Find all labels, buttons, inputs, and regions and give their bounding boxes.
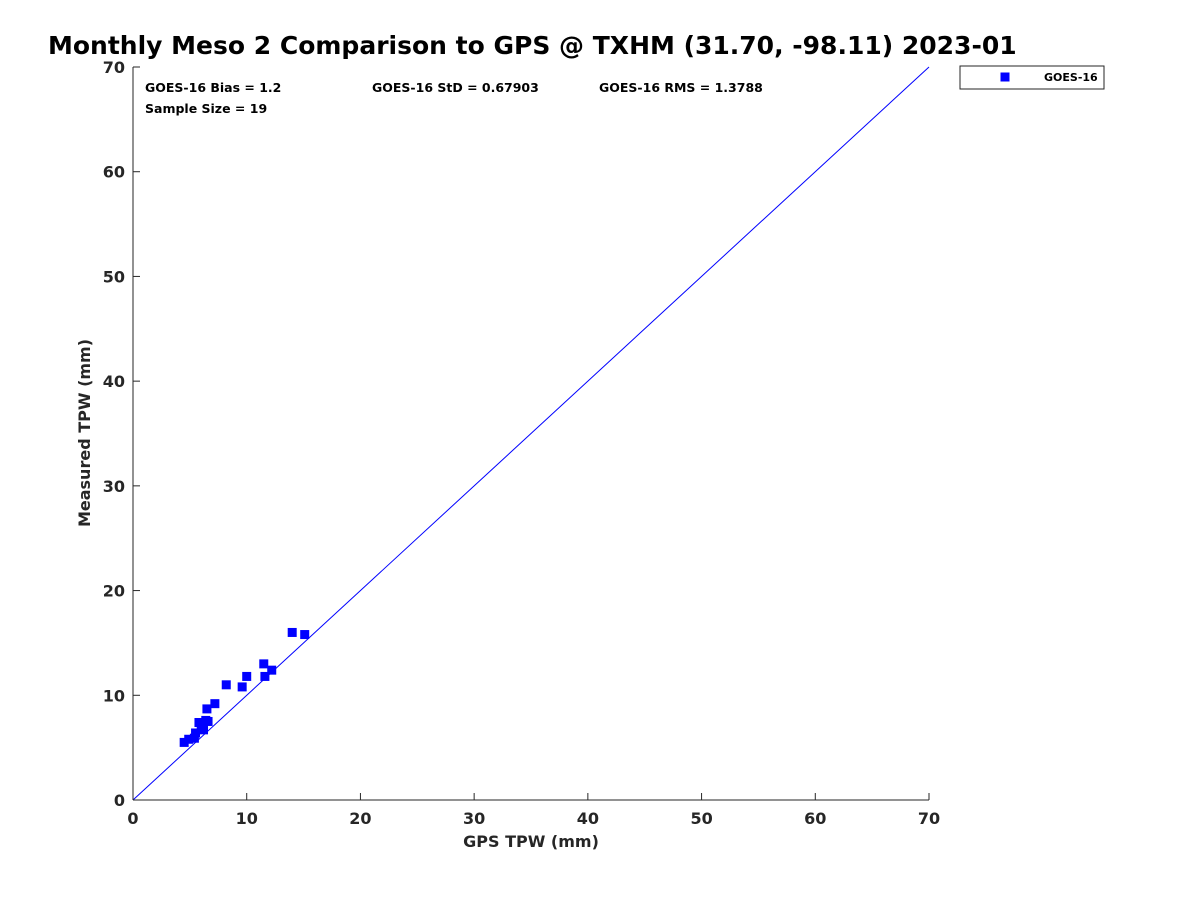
y-axis-ticks: 0 10 20 30 40 50 60 70: [103, 58, 140, 810]
data-point: [259, 659, 269, 669]
stat-bias: GOES-16 Bias = 1.2: [145, 80, 281, 95]
data-point: [221, 680, 231, 690]
y-tick-label: 30: [103, 477, 125, 496]
stat-rms: GOES-16 RMS = 1.3788: [599, 80, 763, 95]
data-point: [300, 630, 310, 640]
x-tick-label: 60: [804, 809, 826, 828]
data-point: [199, 725, 209, 735]
series-goes-16: [179, 627, 310, 747]
data-point: [237, 682, 247, 692]
y-axis-label: Measured TPW (mm): [75, 339, 94, 527]
data-point: [191, 728, 201, 738]
legend-entry-label: GOES-16: [1044, 71, 1098, 84]
x-tick-label: 70: [918, 809, 940, 828]
stat-sample-size: Sample Size = 19: [145, 101, 267, 116]
x-tick-label: 10: [236, 809, 258, 828]
data-point: [210, 699, 220, 709]
plot-area: [132, 66, 930, 801]
y-tick-label: 70: [103, 58, 125, 77]
y-tick-label: 40: [103, 372, 125, 391]
data-point: [184, 734, 194, 744]
x-tick-label: 40: [577, 809, 599, 828]
chart-title: Monthly Meso 2 Comparison to GPS @ TXHM …: [48, 31, 1017, 60]
legend: GOES-16: [959, 65, 1105, 90]
x-tick-label: 50: [690, 809, 712, 828]
data-point: [189, 733, 199, 743]
y-tick-label: 60: [103, 163, 125, 182]
y-tick-label: 20: [103, 582, 125, 601]
x-tick-label: 30: [463, 809, 485, 828]
data-point: [202, 704, 212, 714]
one-to-one-line: [132, 66, 930, 801]
legend-box: [959, 65, 1105, 90]
stat-std: GOES-16 StD = 0.67903: [372, 80, 539, 95]
data-point: [203, 716, 213, 726]
x-tick-label: 20: [349, 809, 371, 828]
data-point: [179, 737, 189, 747]
legend-marker: [1000, 72, 1010, 82]
y-tick-label: 10: [103, 686, 125, 705]
y-tick-label: 0: [114, 791, 125, 810]
data-point: [260, 671, 270, 681]
y-tick-label: 50: [103, 267, 125, 286]
data-point: [287, 627, 297, 637]
x-axis-ticks: 0 10 20 30 40 50 60 70: [127, 793, 940, 828]
x-axis-label: GPS TPW (mm): [463, 832, 599, 851]
data-point: [196, 720, 206, 730]
x-tick-label: 0: [127, 809, 138, 828]
data-point: [267, 665, 277, 675]
data-point: [242, 671, 252, 681]
